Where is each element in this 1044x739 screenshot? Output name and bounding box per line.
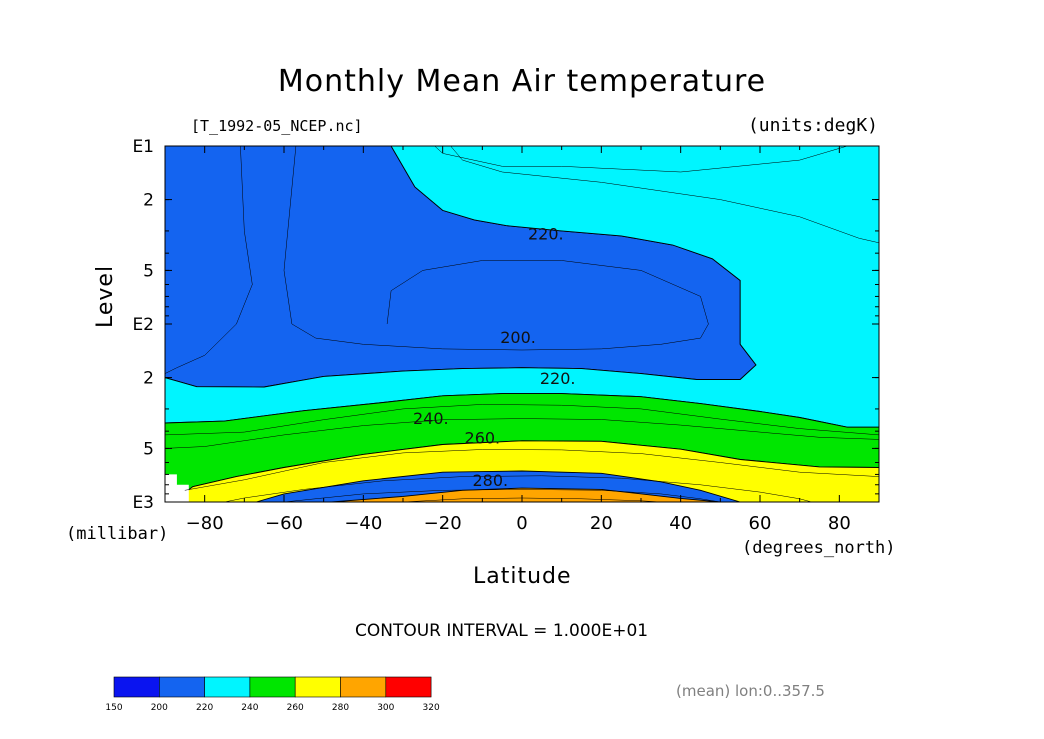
axis-ticks: −80 −60 −40 −20 0 20 40 60 80 E1 2 5 E2 2 5 E3	[132, 137, 880, 534]
contour-label: 240.	[413, 409, 449, 428]
colorbar-swatch	[204, 676, 251, 698]
colorbar-label: 320	[423, 703, 440, 713]
contour-line	[283, 489, 721, 502]
contour-lines	[165, 146, 879, 502]
contour-line	[165, 418, 879, 449]
colorbar-swatch	[385, 676, 432, 698]
colorbar-label: 300	[377, 703, 394, 713]
colorbar-swatch	[113, 676, 160, 698]
x-units-label: (degrees_north)	[742, 538, 896, 558]
contour-label: 220.	[540, 369, 576, 388]
colorbar-label: 260	[287, 703, 304, 713]
y-units-label: (millibar)	[66, 524, 169, 544]
contour-band-270	[172, 440, 879, 502]
contour-label: 220.	[528, 224, 564, 243]
mean-note: (mean) lon:0..357.5	[676, 682, 825, 700]
y-tick-label: 5	[143, 439, 154, 459]
x-tick-label: 20	[590, 513, 613, 534]
y-tick-label: 2	[143, 191, 154, 211]
contour-band-290	[331, 487, 721, 502]
contour-line	[224, 475, 812, 502]
file-label: [T_1992-05_NCEP.nc]	[191, 117, 363, 135]
units-label: (units:degK)	[747, 115, 878, 136]
filled-contour-bands	[165, 146, 879, 502]
colorbar-label: 280	[332, 703, 349, 713]
colorbar-label: 220	[196, 703, 213, 713]
contour-line	[434, 146, 848, 173]
x-tick-label: −20	[424, 513, 462, 534]
y-tick-label: 5	[143, 261, 154, 281]
contour-labels: 220. 200. 220. 240. 260. 280.	[413, 224, 576, 489]
colorbar-swatch	[340, 676, 387, 698]
contour-label: 200.	[500, 328, 536, 347]
contour-line	[165, 146, 253, 374]
chart-title: Monthly Mean Air temperature	[277, 64, 767, 99]
colorbar-swatch	[294, 676, 341, 698]
colorbar-label: 150	[105, 703, 122, 713]
colorbar-label: 200	[151, 703, 168, 713]
x-tick-label: −60	[265, 513, 303, 534]
x-tick-label: −40	[344, 513, 382, 534]
y-tick-label: E1	[132, 137, 154, 157]
missing-data-region	[165, 474, 189, 502]
contour-line	[450, 146, 879, 244]
y-tick-label: E3	[132, 493, 154, 513]
colorbar-label: 240	[241, 703, 258, 713]
x-tick-label: 80	[828, 513, 851, 534]
contour-line	[165, 404, 879, 436]
colorbar-swatch	[159, 676, 205, 698]
contour-line	[402, 497, 661, 502]
colorbar: 150 200 220 240 260 280 300 320	[105, 676, 440, 713]
x-tick-label: −80	[186, 513, 224, 534]
contour-label: 280.	[472, 471, 508, 490]
colorbar-swatch	[249, 676, 296, 698]
x-tick-label: 60	[749, 513, 772, 534]
contour-label: 260.	[465, 428, 501, 447]
x-axis-label: Latitude	[473, 564, 572, 589]
x-tick-label: 40	[669, 513, 692, 534]
contour-line	[184, 449, 879, 491]
x-tick-label: 0	[516, 513, 527, 534]
y-tick-label: E2	[132, 315, 154, 335]
y-tick-label: 2	[143, 369, 154, 389]
contour-line	[283, 146, 709, 351]
contour-interval-note: CONTOUR INTERVAL = 1.000E+01	[355, 621, 649, 641]
